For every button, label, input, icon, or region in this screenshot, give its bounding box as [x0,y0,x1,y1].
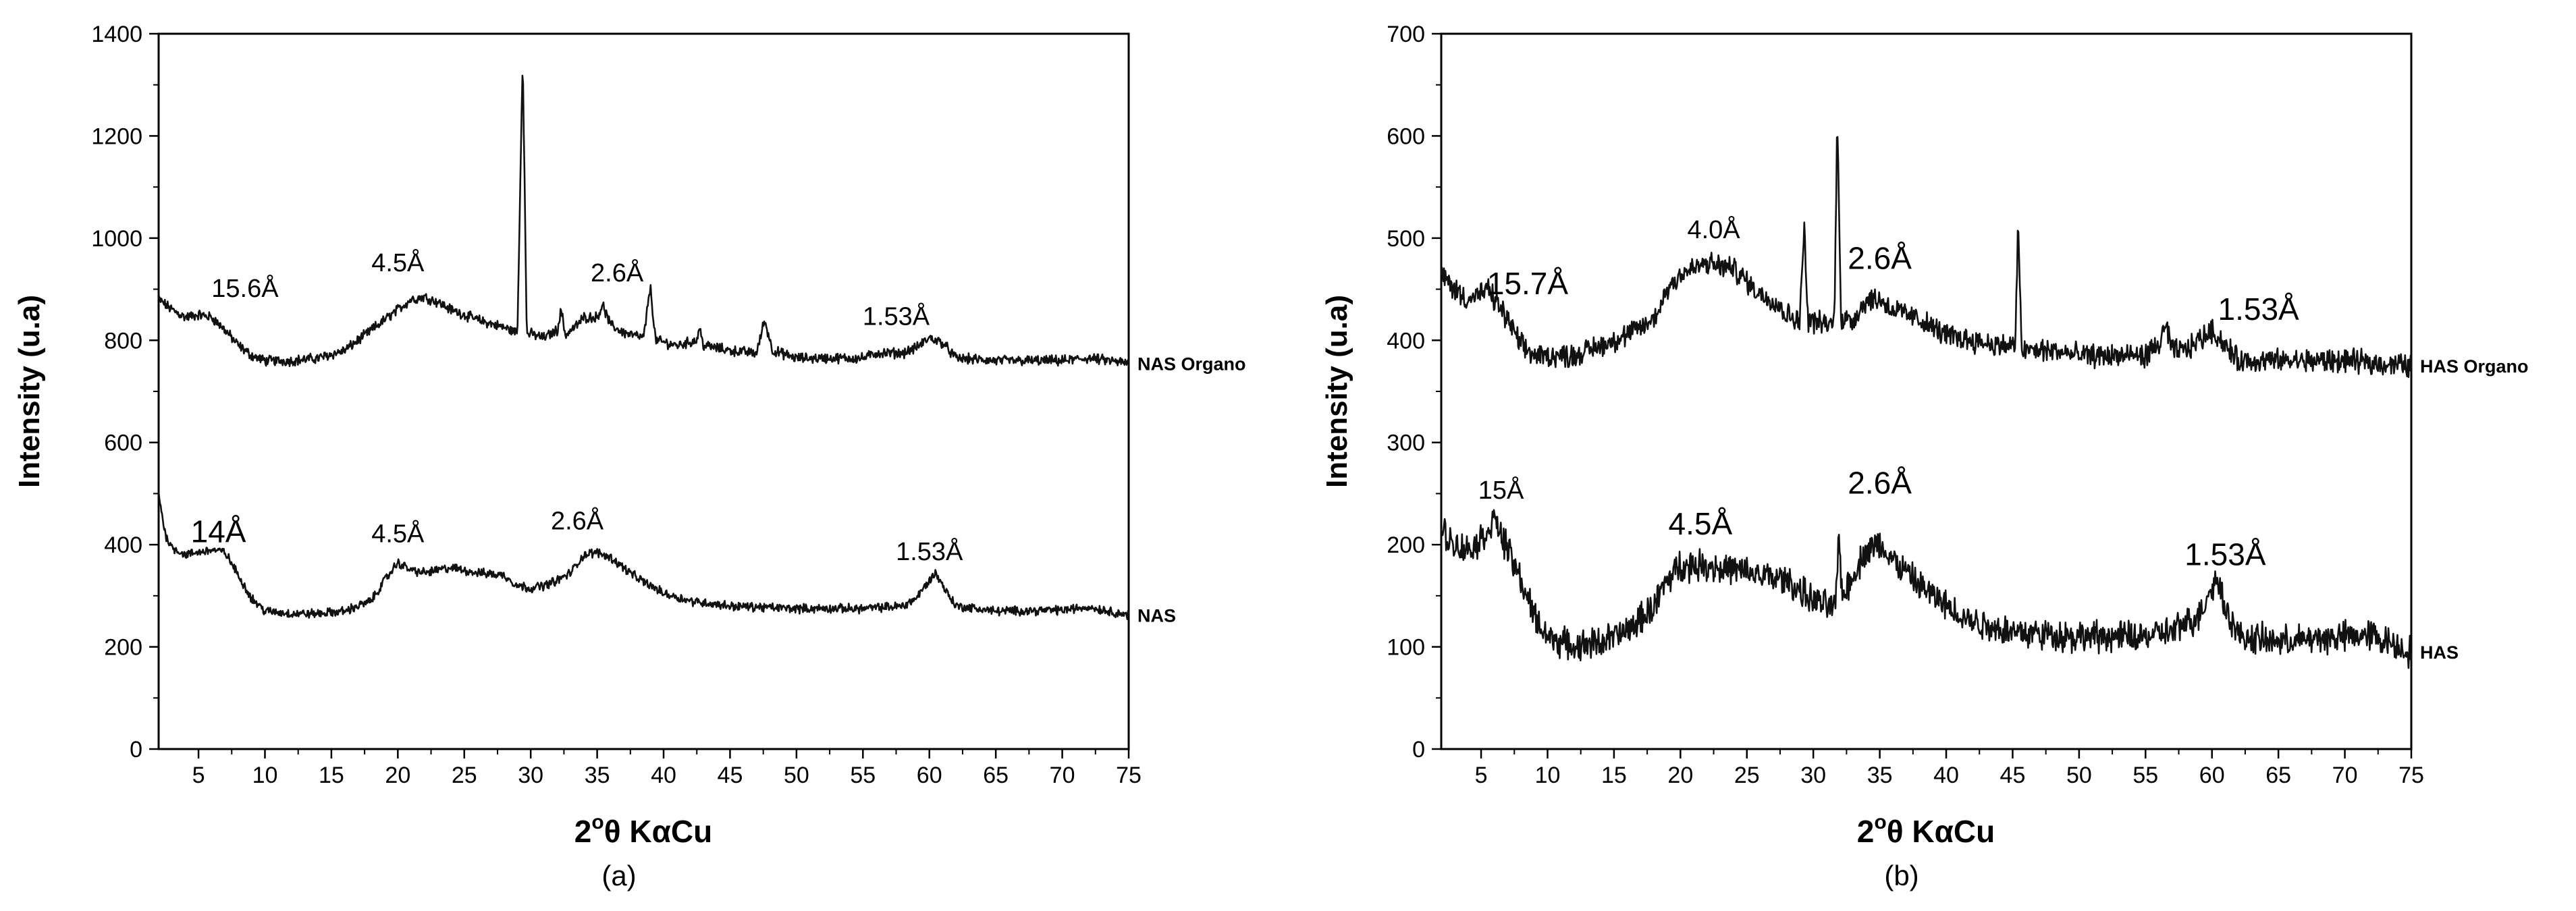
x-tick-label-b-45: 45 [2000,763,2026,788]
y-tick-label-b-100: 100 [1387,635,1425,661]
x-tick-label-b-25: 25 [1734,763,1760,788]
x-tick-label-b-65: 65 [2265,763,2291,788]
peak-annotation-a-6: 2.6Å [551,505,604,535]
y-axis-title-b: Intensity (u.a) [1320,295,1353,488]
x-tick-label-a-65: 65 [983,763,1009,788]
series-line-b-has-organo [1440,136,2413,379]
annotations-group-b: 15.7Å 4.0Å 2.6Å 1.53Å 15Å 4.5Å 2.6Å 1.53Å [1478,215,2299,572]
x-tick-label-a-75: 75 [1116,763,1142,788]
x-tick-label-b-10: 10 [1535,763,1561,788]
x-tick-label-a-5: 5 [192,763,205,788]
peak-annotation-b-4: 15Å [1478,475,1524,505]
series-group-a: NAS Organo NAS [157,74,1246,626]
chart-panel-a: 5 10 15 20 25 30 35 40 45 50 55 60 65 70 75 0 200 400 600 8… [13,22,1246,891]
x-axis-title-a-rest: θ KαCu [604,814,712,849]
axis-ticks-b: 5 10 15 20 25 30 35 40 45 50 55 60 65 70 75 0 100 200 300 4… [1387,22,2424,788]
peak-annotation-b-3: 1.53Å [2218,292,2300,327]
x-tick-label-a-10: 10 [252,763,278,788]
y-tick-label-a-1000: 1000 [91,226,142,252]
y-tick-label-a-400: 400 [104,532,142,558]
series-label-b-has-organo: HAS Organo [2420,356,2529,377]
x-tick-label-a-35: 35 [585,763,610,788]
peak-annotation-a-3: 1.53Å [863,302,930,331]
y-tick-label-b-600: 600 [1387,123,1425,149]
x-tick-label-a-20: 20 [385,763,410,788]
peak-annotation-b-5: 4.5Å [1669,506,1733,541]
x-tick-label-b-20: 20 [1667,763,1693,788]
series-label-b-has: HAS [2420,642,2459,663]
x-tick-label-a-45: 45 [718,763,743,788]
x-tick-label-b-5: 5 [1475,763,1488,788]
x-axis-title-a-sup: o [591,811,603,833]
y-tick-label-b-400: 400 [1387,328,1425,354]
y-tick-label-b-200: 200 [1387,532,1425,558]
x-tick-label-a-70: 70 [1050,763,1075,788]
x-tick-label-a-15: 15 [319,763,344,788]
series-line-b-has [1440,509,2413,669]
x-tick-label-a-50: 50 [784,763,809,788]
x-tick-label-b-30: 30 [1800,763,1826,788]
panel-caption-a: (a) [601,860,636,891]
peak-annotation-a-2: 2.6Å [591,258,644,287]
panel-caption-b: (b) [1884,860,1918,891]
y-axis-title-a: Intensity (u.a) [13,295,46,488]
y-tick-label-a-0: 0 [130,737,142,763]
y-tick-label-b-0: 0 [1412,737,1425,763]
series-line-a-nas [157,491,1130,620]
y-tick-label-b-700: 700 [1387,22,1425,47]
x-tick-label-a-30: 30 [518,763,543,788]
peak-annotation-b-0: 15.7Å [1487,266,1569,301]
x-axis-title-b: 2oθ KαCu [1857,811,1995,849]
peak-annotation-a-7: 1.53Å [896,536,963,566]
y-tick-label-a-200: 200 [104,635,142,661]
x-tick-label-a-25: 25 [452,763,477,788]
peak-annotation-a-0: 15.6Å [211,273,279,303]
x-tick-label-b-40: 40 [1933,763,1959,788]
y-tick-label-b-300: 300 [1387,431,1425,456]
peak-annotation-b-1: 4.0Å [1687,215,1740,244]
x-tick-label-b-75: 75 [2398,763,2424,788]
annotations-group-a: 15.6Å 4.5Å 2.6Å 1.53Å 14Å 4.5Å 2.6Å 1.53Å [191,248,963,566]
x-tick-label-b-55: 55 [2132,763,2158,788]
x-tick-label-a-40: 40 [651,763,676,788]
y-tick-label-a-1400: 1400 [91,22,142,47]
x-tick-label-b-70: 70 [2332,763,2358,788]
x-tick-label-a-60: 60 [917,763,942,788]
peak-annotation-a-1: 4.5Å [371,248,425,277]
x-tick-label-b-60: 60 [2199,763,2225,788]
peak-annotation-a-5: 4.5Å [371,518,425,548]
y-tick-label-a-600: 600 [104,431,142,456]
y-tick-label-a-1200: 1200 [91,123,142,149]
x-axis-title-b-sup: o [1874,811,1886,833]
x-axis-title-b-main: 2 [1857,814,1875,849]
x-axis-title-a: 2oθ KαCu [574,811,712,849]
chart-panel-b: 5 10 15 20 25 30 35 40 45 50 55 60 65 70 75 0 100 200 300 4… [1320,22,2529,891]
plot-frame-a [157,32,1130,750]
peak-annotation-b-2: 2.6Å [1848,240,1912,275]
y-tick-label-a-800: 800 [104,328,142,354]
x-tick-label-a-55: 55 [850,763,876,788]
peak-annotation-b-7: 1.53Å [2184,536,2266,572]
x-tick-label-b-15: 15 [1601,763,1627,788]
series-label-a-nas-organo: NAS Organo [1137,354,1246,374]
axis-ticks-a: 5 10 15 20 25 30 35 40 45 50 55 60 65 70 75 0 200 400 600 8… [91,22,1142,788]
x-axis-title-b-rest: θ KαCu [1887,814,1995,849]
peak-annotation-a-4: 14Å [191,514,246,549]
series-group-b: HAS Organo HAS [1440,136,2529,669]
x-tick-label-b-35: 35 [1867,763,1893,788]
y-tick-label-b-500: 500 [1387,226,1425,252]
x-tick-label-b-50: 50 [2066,763,2092,788]
series-label-a-nas: NAS [1137,606,1176,626]
x-axis-title-a-main: 2 [574,814,592,849]
peak-annotation-b-6: 2.6Å [1848,465,1912,500]
series-line-a-nas-organo [157,74,1130,367]
